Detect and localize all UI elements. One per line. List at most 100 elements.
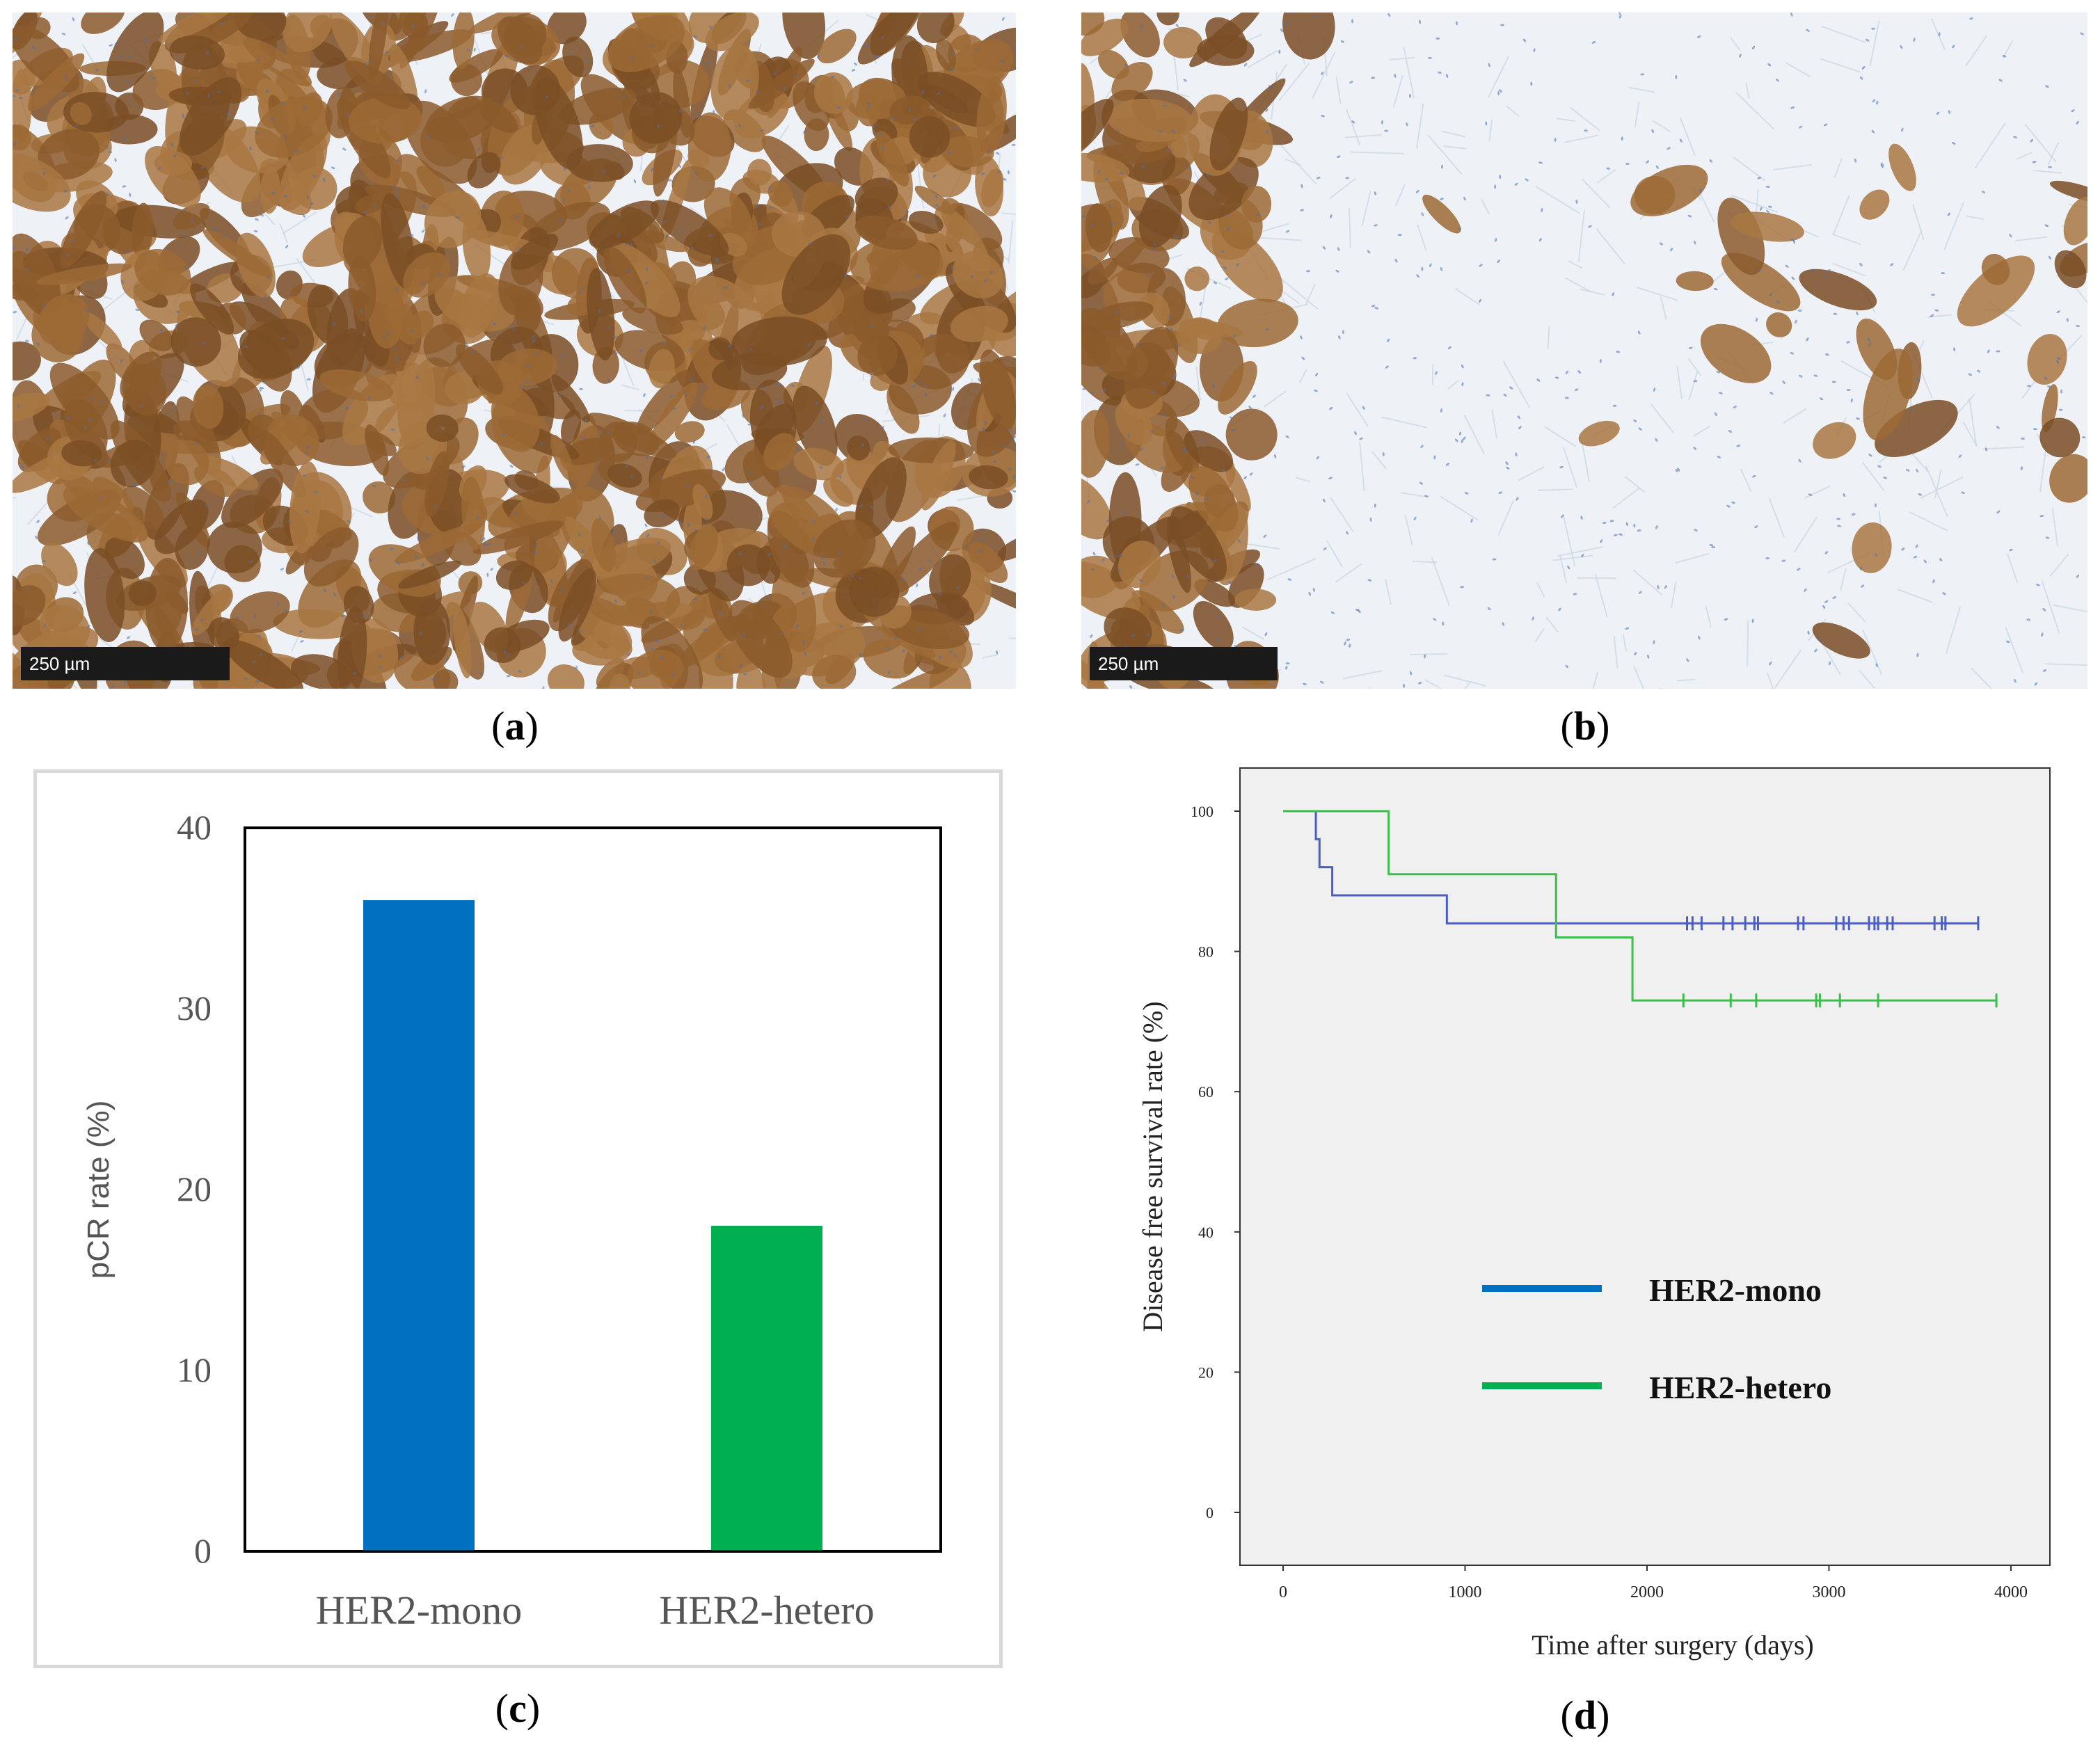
nucleus (2013, 678, 2017, 683)
nucleus (372, 485, 376, 488)
nucleus (1119, 172, 1124, 175)
nucleus (323, 177, 326, 182)
nucleus (1287, 578, 1292, 581)
nucleus (302, 214, 306, 218)
nucleus (1478, 298, 1482, 303)
stained-tumor-nest (60, 191, 107, 269)
legend-label: HER2-hetero (1649, 1370, 1831, 1405)
nucleus (65, 216, 69, 220)
nucleus (1625, 162, 1630, 165)
stroma-fiber (1417, 224, 1427, 252)
nucleus (499, 157, 504, 159)
nucleus (482, 536, 486, 541)
nucleus (195, 628, 199, 631)
nucleus (216, 90, 221, 93)
nucleus (859, 504, 864, 507)
nucleus (1264, 632, 1268, 637)
x-tick-label: 0 (1279, 1583, 1287, 1601)
nucleus (1340, 40, 1345, 43)
stroma-fiber (2015, 236, 2048, 242)
nucleus (1081, 215, 1085, 218)
nucleus (1634, 652, 1637, 656)
nucleus (717, 611, 722, 615)
stroma-fiber (2005, 627, 2024, 674)
nucleus (1172, 594, 1175, 599)
stroma-fiber (1676, 365, 1683, 399)
stained-tumor-nest (1193, 600, 1234, 650)
nucleus (410, 233, 414, 237)
stained-tumor-nest (889, 610, 970, 649)
stained-tumor-nest (562, 36, 594, 78)
nucleus (111, 685, 115, 689)
nucleus (1859, 262, 1863, 266)
nucleus (1932, 579, 1935, 584)
nucleus (1854, 158, 1857, 163)
stroma-fiber (1785, 62, 1811, 78)
stained-tumor-nest (433, 669, 459, 689)
stained-tumor-nest (1888, 143, 1916, 191)
nucleus (518, 670, 523, 673)
nucleus (1458, 227, 1462, 232)
nucleus (25, 268, 29, 271)
stroma-fiber (1920, 476, 1964, 499)
nucleus (1418, 19, 1421, 24)
nucleus (1625, 522, 1629, 527)
nucleus (114, 42, 118, 45)
nucleus (851, 68, 856, 72)
stained-tumor-nest (404, 13, 428, 34)
nucleus (724, 286, 729, 289)
nucleus (1328, 477, 1333, 480)
nucleus (626, 653, 630, 656)
stained-tumor-nest (145, 557, 188, 653)
nucleus (87, 541, 90, 545)
nucleus (305, 451, 308, 456)
nucleus (1581, 554, 1584, 558)
nucleus (557, 219, 562, 223)
micrograph-a-image (13, 13, 1016, 689)
stroma-fiber (1793, 516, 1817, 553)
nucleus (369, 58, 372, 63)
nucleus (1140, 24, 1143, 29)
nucleus (993, 460, 997, 464)
nucleus (1767, 205, 1772, 208)
nucleus (1278, 49, 1281, 54)
stained-tumor-nest (2050, 180, 2087, 203)
nucleus (72, 239, 75, 243)
stroma-fiber (1773, 650, 1802, 689)
nucleus (420, 631, 422, 635)
nucleus (694, 529, 698, 533)
bar-her2-mono (363, 900, 475, 1551)
nucleus (534, 352, 539, 356)
stained-tumor-nest (122, 486, 165, 531)
nucleus (99, 496, 104, 499)
nucleus (1916, 378, 1920, 381)
nucleus (996, 170, 1001, 174)
stroma-fiber (1624, 476, 1645, 493)
nucleus (669, 395, 674, 398)
nucleus (1861, 584, 1865, 588)
nucleus (341, 614, 345, 618)
nucleus (21, 465, 25, 469)
nucleus (1090, 392, 1095, 395)
nucleus (1497, 91, 1500, 96)
nucleus (213, 228, 218, 231)
nucleus (617, 233, 620, 237)
nucleus (395, 288, 399, 291)
nucleus (936, 92, 941, 95)
nucleus (905, 210, 909, 213)
stained-tumor-nest (736, 664, 765, 689)
nucleus (266, 88, 269, 93)
nucleus (1416, 274, 1420, 278)
y-tick-label: 80 (1198, 943, 1214, 961)
nucleus (1409, 671, 1413, 675)
nucleus (996, 152, 1000, 155)
nucleus (1300, 184, 1303, 189)
nucleus (1667, 147, 1671, 150)
nucleus (568, 623, 571, 627)
stroma-fiber (1909, 511, 1948, 531)
nucleus (1536, 378, 1541, 382)
stained-tumor-nest (782, 13, 826, 60)
stroma-fiber (2047, 142, 2060, 165)
nucleus (633, 179, 637, 184)
x-tick-label: 3000 (1813, 1583, 1846, 1601)
